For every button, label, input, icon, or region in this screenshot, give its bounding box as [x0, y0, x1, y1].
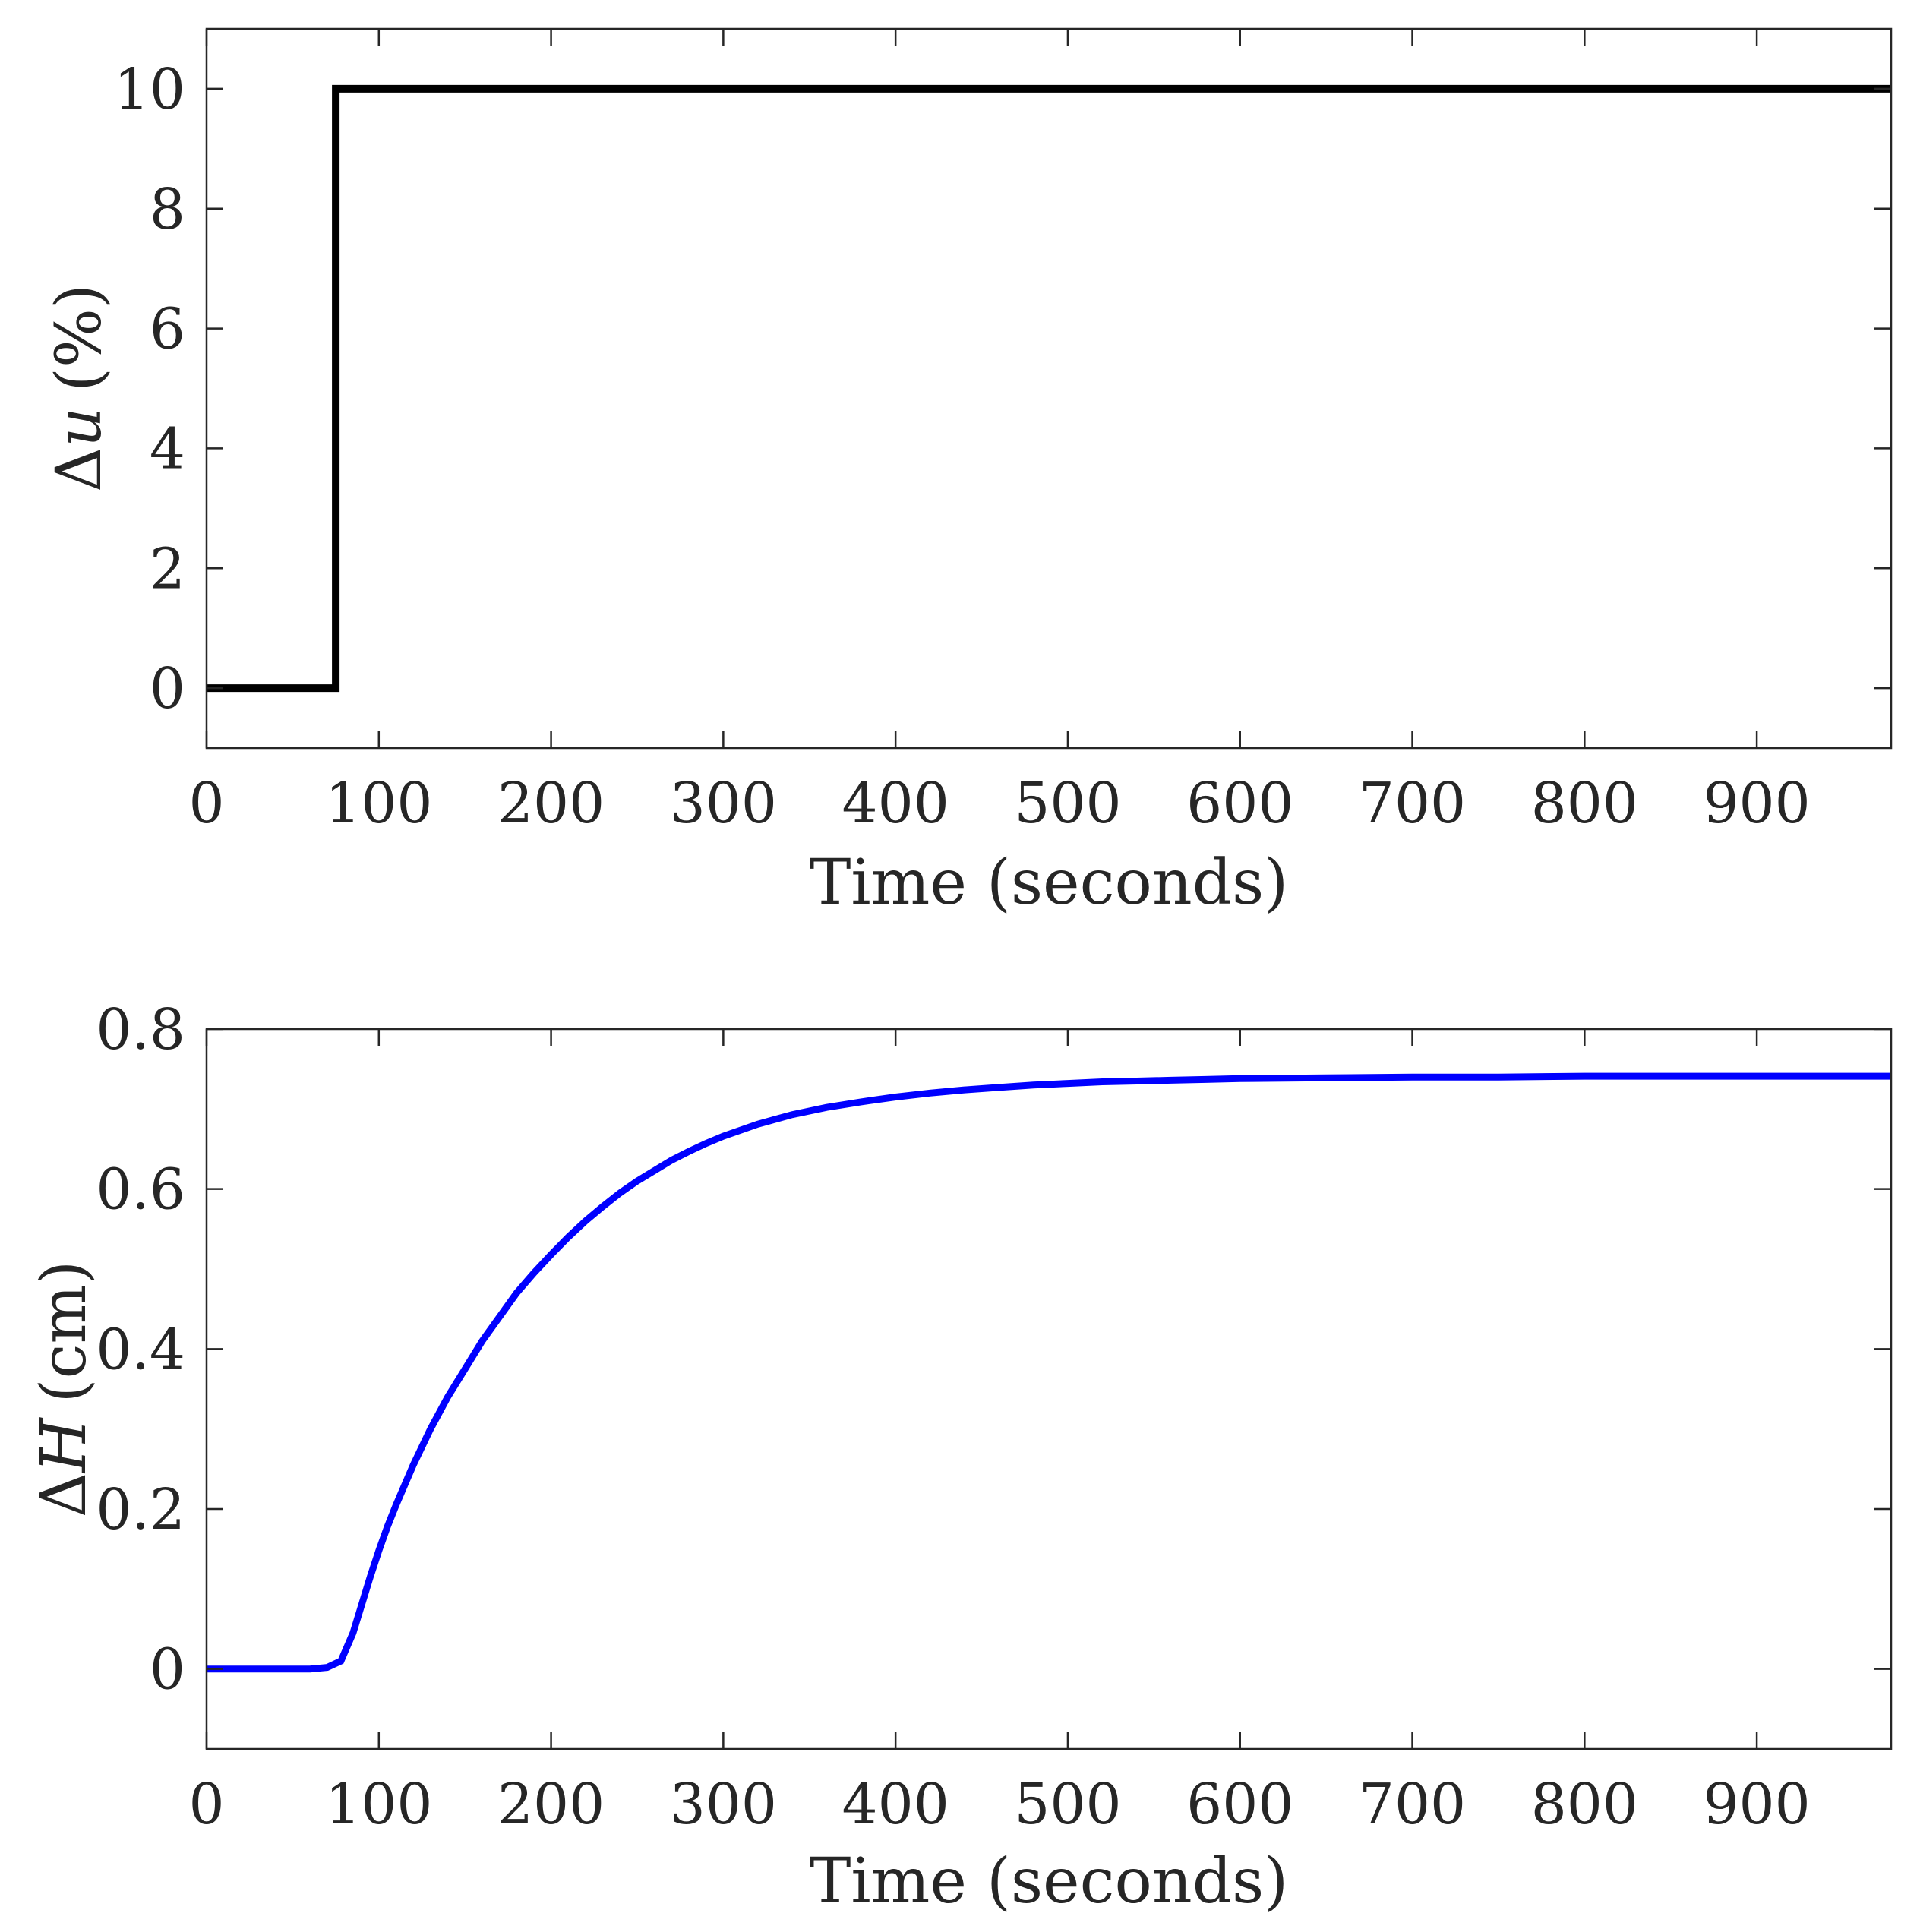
x-axis-title-top: Time (seconds): [810, 847, 1289, 919]
y-tick-label-top-8: 8: [150, 177, 185, 242]
y-axis-title-bottom-delta: Δ: [28, 1473, 100, 1517]
x-tick-label-top-600: 600: [1186, 771, 1293, 836]
y-axis-title-top-delta: Δ: [43, 447, 115, 492]
y-tick-label-bottom-0.2: 0.2: [96, 1477, 185, 1542]
y-tick-label-top-6: 6: [150, 297, 185, 362]
axes-box-top: [205, 27, 1893, 750]
y-axis-title-top: Δu (%): [43, 284, 115, 492]
y-tick-label-top-10: 10: [114, 57, 185, 122]
x-tick-label-bottom-700: 700: [1359, 1772, 1466, 1837]
y-tick-label-top-2: 2: [150, 536, 185, 601]
series-line-bottom-0: [207, 1072, 1891, 1673]
y-axis-title-bottom-unit: (cm): [28, 1261, 100, 1403]
series-lines-top: [207, 84, 1891, 693]
x-tick-label-bottom-0: 0: [188, 1772, 224, 1837]
x-tick-label-bottom-800: 800: [1531, 1772, 1638, 1837]
x-tick-label-bottom-500: 500: [1014, 1772, 1121, 1837]
y-axis-title-top-unit: (%): [43, 284, 115, 392]
chart-top: 0 100 200 300 400 500 600 700 800 900 0 2 4 6 8 10 Time…: [43, 27, 1893, 919]
y-axis-title-bottom: ΔH (cm): [28, 1261, 100, 1517]
x-tick-label-top-800: 800: [1531, 771, 1638, 836]
x-tick-label-bottom-300: 300: [670, 1772, 777, 1837]
x-tick-label-bottom-900: 900: [1703, 1772, 1810, 1837]
y-tick-label-bottom-0.8: 0.8: [96, 997, 185, 1062]
y-axis-title-top-var: u: [43, 407, 115, 447]
x-tick-label-bottom-100: 100: [325, 1772, 432, 1837]
plot-area-top: [207, 29, 1891, 748]
ticks-bottom: 0 100 200 300 400 500 600 700 800 900 0 0.2 0.4 0.6 0.…: [96, 997, 1891, 1837]
x-axis-title-bottom: Time (seconds): [810, 1845, 1289, 1918]
y-tick-label-bottom-0.4: 0.4: [96, 1317, 185, 1382]
x-tick-label-top-200: 200: [497, 771, 605, 836]
chart-bottom: 0 100 200 300 400 500 600 700 800 900 0 0.2 0.4 0.6 0.…: [28, 997, 1893, 1918]
x-tick-label-top-500: 500: [1014, 771, 1121, 836]
x-tick-label-top-300: 300: [670, 771, 777, 836]
series-lines-bottom: [207, 1072, 1891, 1673]
y-tick-label-top-0: 0: [150, 656, 185, 721]
ticks-top: 0 100 200 300 400 500 600 700 800 900 0 2 4 6 8 10: [114, 29, 1891, 836]
x-tick-label-top-900: 900: [1703, 771, 1810, 836]
axes-box-bottom: [205, 1028, 1893, 1750]
x-tick-label-top-100: 100: [325, 771, 432, 836]
y-tick-label-bottom-0: 0: [150, 1637, 185, 1703]
x-tick-label-top-400: 400: [842, 771, 949, 836]
x-tick-label-bottom-600: 600: [1186, 1772, 1293, 1837]
series-line-top-0: [207, 84, 1891, 693]
y-axis-title-bottom-var: H: [28, 1417, 100, 1474]
x-tick-label-bottom-200: 200: [497, 1772, 605, 1837]
x-tick-label-top-0: 0: [188, 771, 224, 836]
plot-area-bottom: [207, 1029, 1891, 1749]
y-tick-label-top-4: 4: [150, 416, 185, 481]
x-tick-label-bottom-400: 400: [842, 1772, 949, 1837]
x-tick-label-top-700: 700: [1359, 771, 1466, 836]
y-tick-label-bottom-0.6: 0.6: [96, 1157, 185, 1223]
